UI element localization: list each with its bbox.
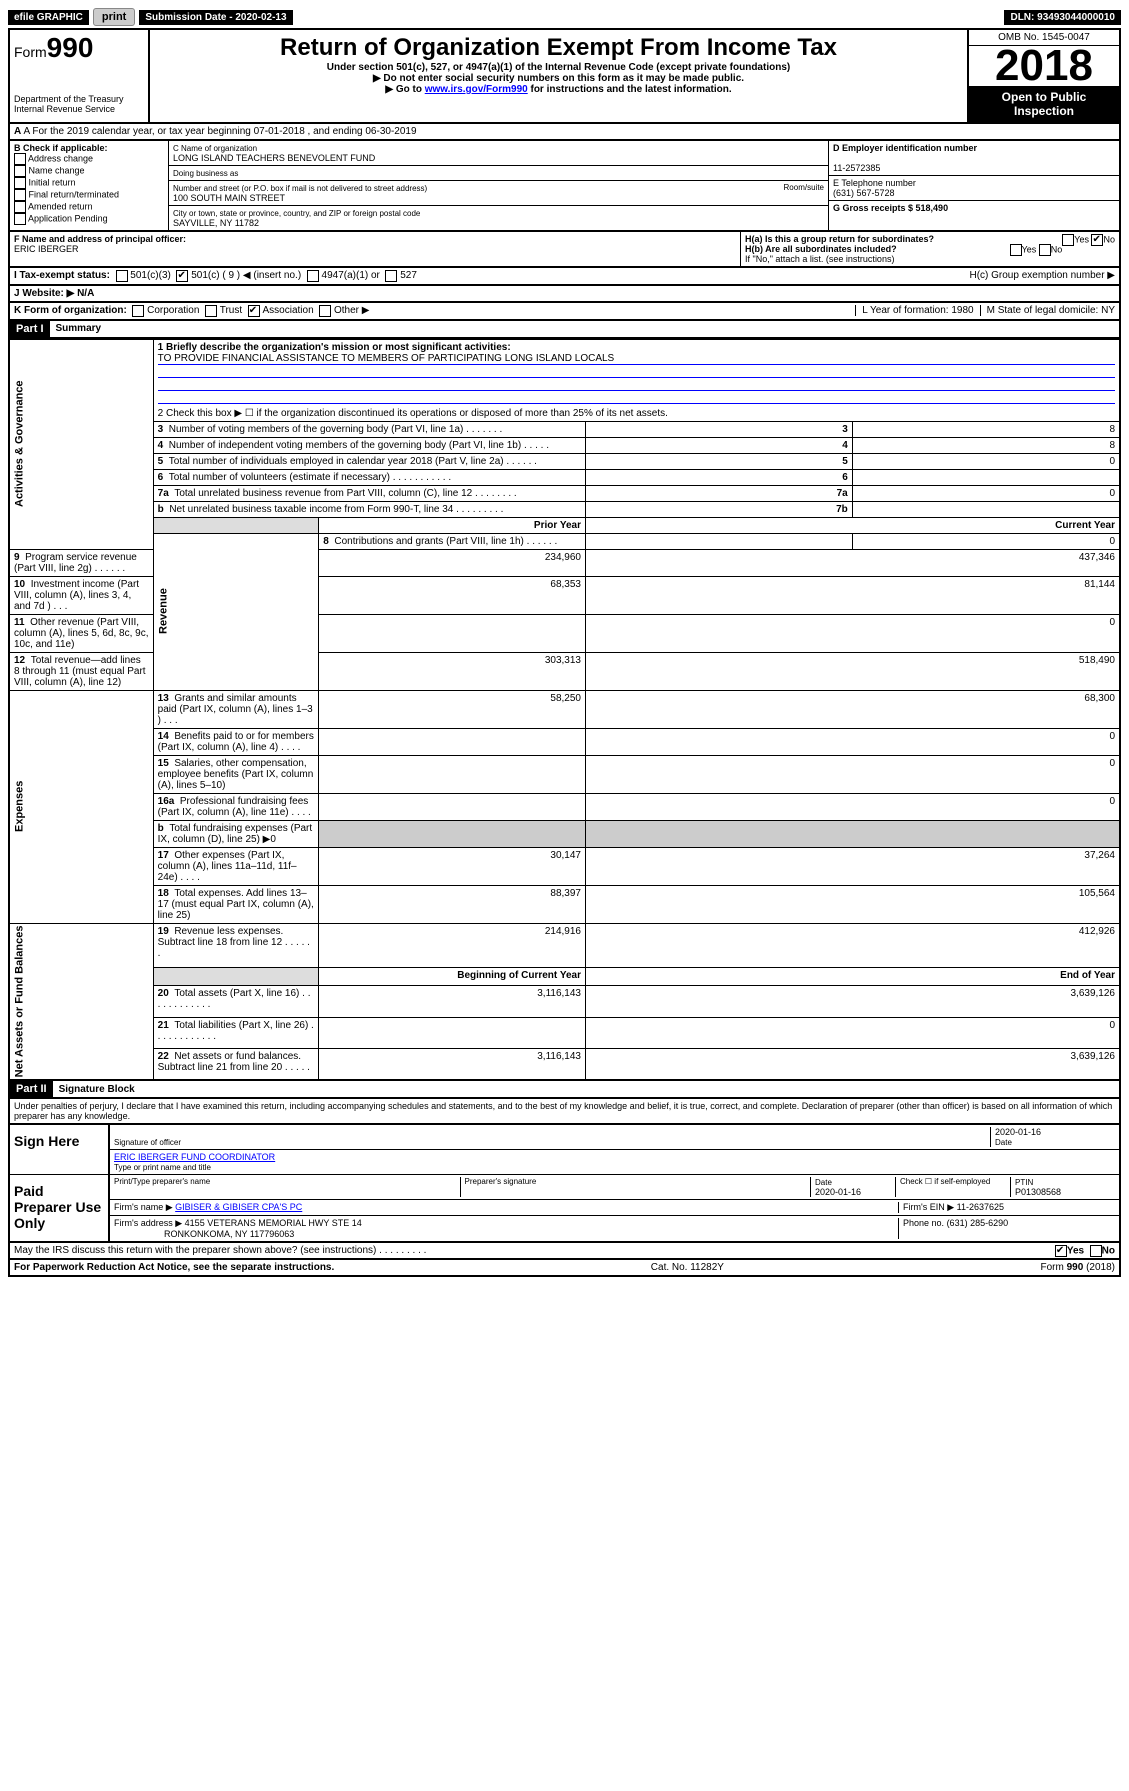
- col-b-checkboxes: B Check if applicable: Address change Na…: [10, 141, 169, 230]
- form-number: Form990: [14, 32, 144, 64]
- table-row: 4 Number of independent voting members o…: [9, 437, 1120, 453]
- paid-preparer-label: Paid Preparer Use Only: [10, 1175, 110, 1241]
- table-row: b Net unrelated business taxable income …: [9, 501, 1120, 517]
- row-k-form-org: K Form of organization: Corporation Trus…: [8, 303, 1121, 321]
- tax-year: 2018: [969, 46, 1119, 86]
- table-row: 20 Total assets (Part X, line 16) . . . …: [9, 986, 1120, 1017]
- org-address: 100 SOUTH MAIN STREET: [173, 193, 285, 203]
- telephone: (631) 567-5728: [833, 188, 895, 198]
- col-c-org: C Name of organization LONG ISLAND TEACH…: [169, 141, 829, 230]
- row-j-website: J Website: ▶ N/A: [8, 286, 1121, 303]
- principal-officer: ERIC IBERGER: [14, 244, 79, 254]
- summary-table: Activities & Governance 1 Briefly descri…: [8, 339, 1121, 1082]
- officer-name[interactable]: ERIC IBERGER FUND COORDINATOR: [114, 1152, 275, 1162]
- col-de: D Employer identification number 11-2572…: [829, 141, 1119, 230]
- submission-date: Submission Date - 2020-02-13: [139, 10, 292, 25]
- table-row: 6 Total number of volunteers (estimate i…: [9, 469, 1120, 485]
- irs-link[interactable]: www.irs.gov/Form990: [425, 84, 528, 95]
- form-title: Return of Organization Exempt From Incom…: [154, 34, 963, 62]
- perjury-text: Under penalties of perjury, I declare th…: [8, 1099, 1121, 1125]
- subtitle-2: ▶ Do not enter social security numbers o…: [154, 73, 963, 84]
- footer: For Paperwork Reduction Act Notice, see …: [8, 1260, 1121, 1277]
- sidebar-revenue: Revenue: [153, 533, 319, 690]
- table-row: 21 Total liabilities (Part X, line 26) .…: [9, 1017, 1120, 1048]
- firm-name[interactable]: GIBISER & GIBISER CPA'S PC: [175, 1202, 302, 1212]
- table-row: b Total fundraising expenses (Part IX, c…: [9, 820, 1120, 847]
- gross-receipts: G Gross receipts $ 518,490: [833, 203, 948, 213]
- table-row: 16a Professional fundraising fees (Part …: [9, 793, 1120, 820]
- table-row: 22 Net assets or fund balances. Subtract…: [9, 1048, 1120, 1080]
- efile-badge: efile GRAPHIC: [8, 10, 89, 25]
- topbar: efile GRAPHIC print Submission Date - 20…: [8, 8, 1121, 26]
- part2-bar: Part II Signature Block: [8, 1081, 1121, 1099]
- table-row: Net Assets or Fund Balances 19 Revenue l…: [9, 923, 1120, 967]
- row-i-tax-status: I Tax-exempt status: 501(c)(3) 501(c) ( …: [8, 268, 1121, 286]
- org-city: SAYVILLE, NY 11782: [173, 218, 259, 228]
- row-fh: F Name and address of principal officer:…: [8, 232, 1121, 268]
- dept-label: Department of the Treasury Internal Reve…: [14, 94, 144, 114]
- table-row: 3 Number of voting members of the govern…: [9, 421, 1120, 437]
- subtitle-1: Under section 501(c), 527, or 4947(a)(1)…: [154, 62, 963, 73]
- signature-section: Sign Here Signature of officer 2020-01-1…: [8, 1125, 1121, 1243]
- table-row: 17 Other expenses (Part IX, column (A), …: [9, 847, 1120, 885]
- print-button[interactable]: print: [93, 8, 135, 26]
- table-row: 18 Total expenses. Add lines 13–17 (must…: [9, 885, 1120, 923]
- org-name: LONG ISLAND TEACHERS BENEVOLENT FUND: [173, 153, 375, 163]
- part1-bar: Part I Summary: [8, 321, 1121, 339]
- subtitle-3: ▶ Go to www.irs.gov/Form990 for instruct…: [154, 84, 963, 95]
- table-row: 14 Benefits paid to or for members (Part…: [9, 728, 1120, 755]
- dln-badge: DLN: 93493044000010: [1004, 10, 1121, 25]
- discuss-row: May the IRS discuss this return with the…: [8, 1243, 1121, 1260]
- section-bcde: B Check if applicable: Address change Na…: [8, 141, 1121, 232]
- form-header: Form990 Department of the Treasury Inter…: [8, 28, 1121, 124]
- sidebar-expenses: Expenses: [9, 690, 153, 923]
- sidebar-net: Net Assets or Fund Balances: [9, 923, 153, 1080]
- table-row: 7a Total unrelated business revenue from…: [9, 485, 1120, 501]
- table-row: 5 Total number of individuals employed i…: [9, 453, 1120, 469]
- mission-text: TO PROVIDE FINANCIAL ASSISTANCE TO MEMBE…: [158, 353, 1115, 365]
- row-a-period: A A For the 2019 calendar year, or tax y…: [8, 124, 1121, 141]
- table-row: 15 Salaries, other compensation, employe…: [9, 755, 1120, 793]
- sign-here-label: Sign Here: [10, 1125, 110, 1174]
- sidebar-governance: Activities & Governance: [9, 339, 153, 549]
- open-inspection: Open to Public Inspection: [969, 86, 1119, 122]
- ein: 11-2572385: [833, 163, 880, 173]
